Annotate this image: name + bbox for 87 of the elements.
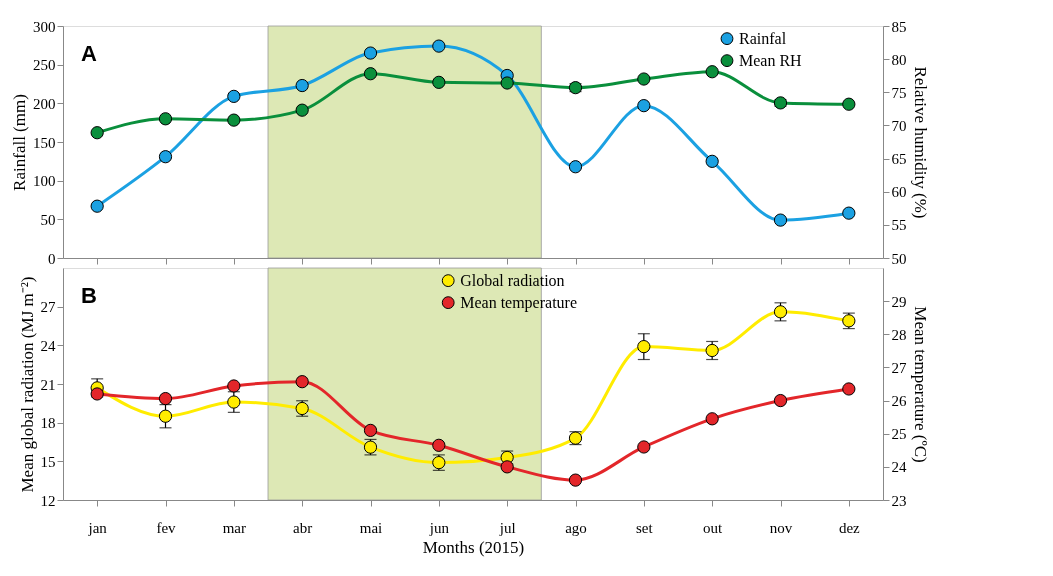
point [637, 99, 651, 113]
point [705, 65, 719, 79]
point [637, 440, 651, 454]
y2-tick-label: 50 [891, 250, 907, 267]
x-tick-label: ago [565, 519, 587, 536]
x-tick-label: abr [293, 519, 313, 536]
point [227, 395, 241, 409]
point [568, 473, 583, 487]
point [842, 97, 856, 111]
x-tick-label: fev [156, 519, 177, 536]
y-tick-label: 27 [40, 299, 56, 316]
point [295, 103, 309, 117]
annotation: A [81, 41, 97, 66]
x-tick-label: mai [359, 519, 383, 536]
point [158, 112, 173, 126]
y-tick-label: 24 [40, 337, 56, 354]
y2-tick-label: 80 [891, 51, 907, 68]
point [705, 154, 719, 168]
y-axis-title: Rainfall (mm) [10, 94, 29, 191]
x-tick-label: set [636, 519, 654, 536]
point [705, 412, 719, 426]
point [432, 39, 446, 53]
point [568, 160, 583, 174]
y2-tick-label: 28 [891, 326, 907, 343]
point [842, 382, 856, 396]
point [432, 438, 446, 452]
y2-tick-label: 65 [891, 151, 907, 168]
point [637, 72, 651, 86]
point [500, 460, 514, 474]
y2-tick-label: 23 [891, 492, 907, 509]
y-tick-label: 18 [40, 415, 56, 432]
x-tick-label: dez [838, 519, 861, 536]
point [773, 213, 788, 227]
y-tick-label: 0 [48, 250, 56, 267]
point [227, 89, 241, 103]
y2-tick-label: 24 [891, 459, 907, 476]
y2-tick-label: 60 [891, 184, 907, 201]
y-tick-label: 150 [33, 134, 56, 151]
legend-label: Rainfal [739, 29, 787, 47]
y2-tick-label: 29 [891, 293, 907, 310]
y2-tick-label: 85 [891, 18, 907, 35]
x-axis-title: Months (2015) [422, 537, 525, 557]
point [227, 379, 241, 393]
y-tick-label: 300 [33, 18, 56, 35]
x-tick-label: nov [769, 519, 793, 536]
y2-axis-title: Relative humidity (%) [910, 66, 930, 219]
point [432, 75, 446, 89]
y2-tick-label: 75 [891, 84, 907, 101]
x-tick-label: jul [498, 519, 516, 536]
point [363, 423, 378, 438]
legend-label: Mean RH [739, 51, 803, 69]
y-tick-label: 21 [40, 376, 56, 393]
point [158, 391, 173, 406]
point [363, 46, 378, 60]
legend-label: Global radiation [460, 271, 565, 289]
y2-tick-label: 55 [891, 217, 907, 234]
x-tick-label: mar [222, 519, 246, 536]
y2-tick-label: 26 [891, 393, 907, 410]
point [227, 113, 241, 127]
point [773, 393, 788, 408]
point [363, 67, 378, 81]
annotation: B [81, 283, 97, 308]
point [90, 199, 104, 213]
x-tick-label: out [703, 519, 724, 536]
point [637, 340, 651, 354]
y-axis-title: Mean global radiation (MJ m⁻²) [17, 276, 37, 493]
point [295, 78, 309, 93]
point [842, 206, 856, 220]
y2-axis-title: Mean temperature (ºC) [910, 306, 930, 463]
y2-tick-label: 27 [891, 359, 907, 376]
y-tick-label: 15 [40, 453, 56, 470]
point [158, 150, 173, 164]
x-tick-label: jan [87, 519, 108, 536]
point [295, 375, 309, 389]
y-tick-label: 250 [33, 57, 56, 74]
y2-tick-label: 70 [891, 117, 907, 134]
y-tick-label: 100 [33, 173, 56, 190]
y-tick-label: 50 [40, 211, 56, 228]
x-tick-label: jun [428, 519, 450, 536]
y2-tick-label: 25 [891, 426, 907, 443]
point [90, 126, 104, 140]
y-tick-label: 12 [40, 492, 56, 509]
point [500, 76, 514, 90]
legend-label: Mean temperature [460, 293, 578, 312]
y-tick-label: 200 [33, 95, 56, 112]
point [158, 409, 173, 423]
point [90, 387, 104, 401]
